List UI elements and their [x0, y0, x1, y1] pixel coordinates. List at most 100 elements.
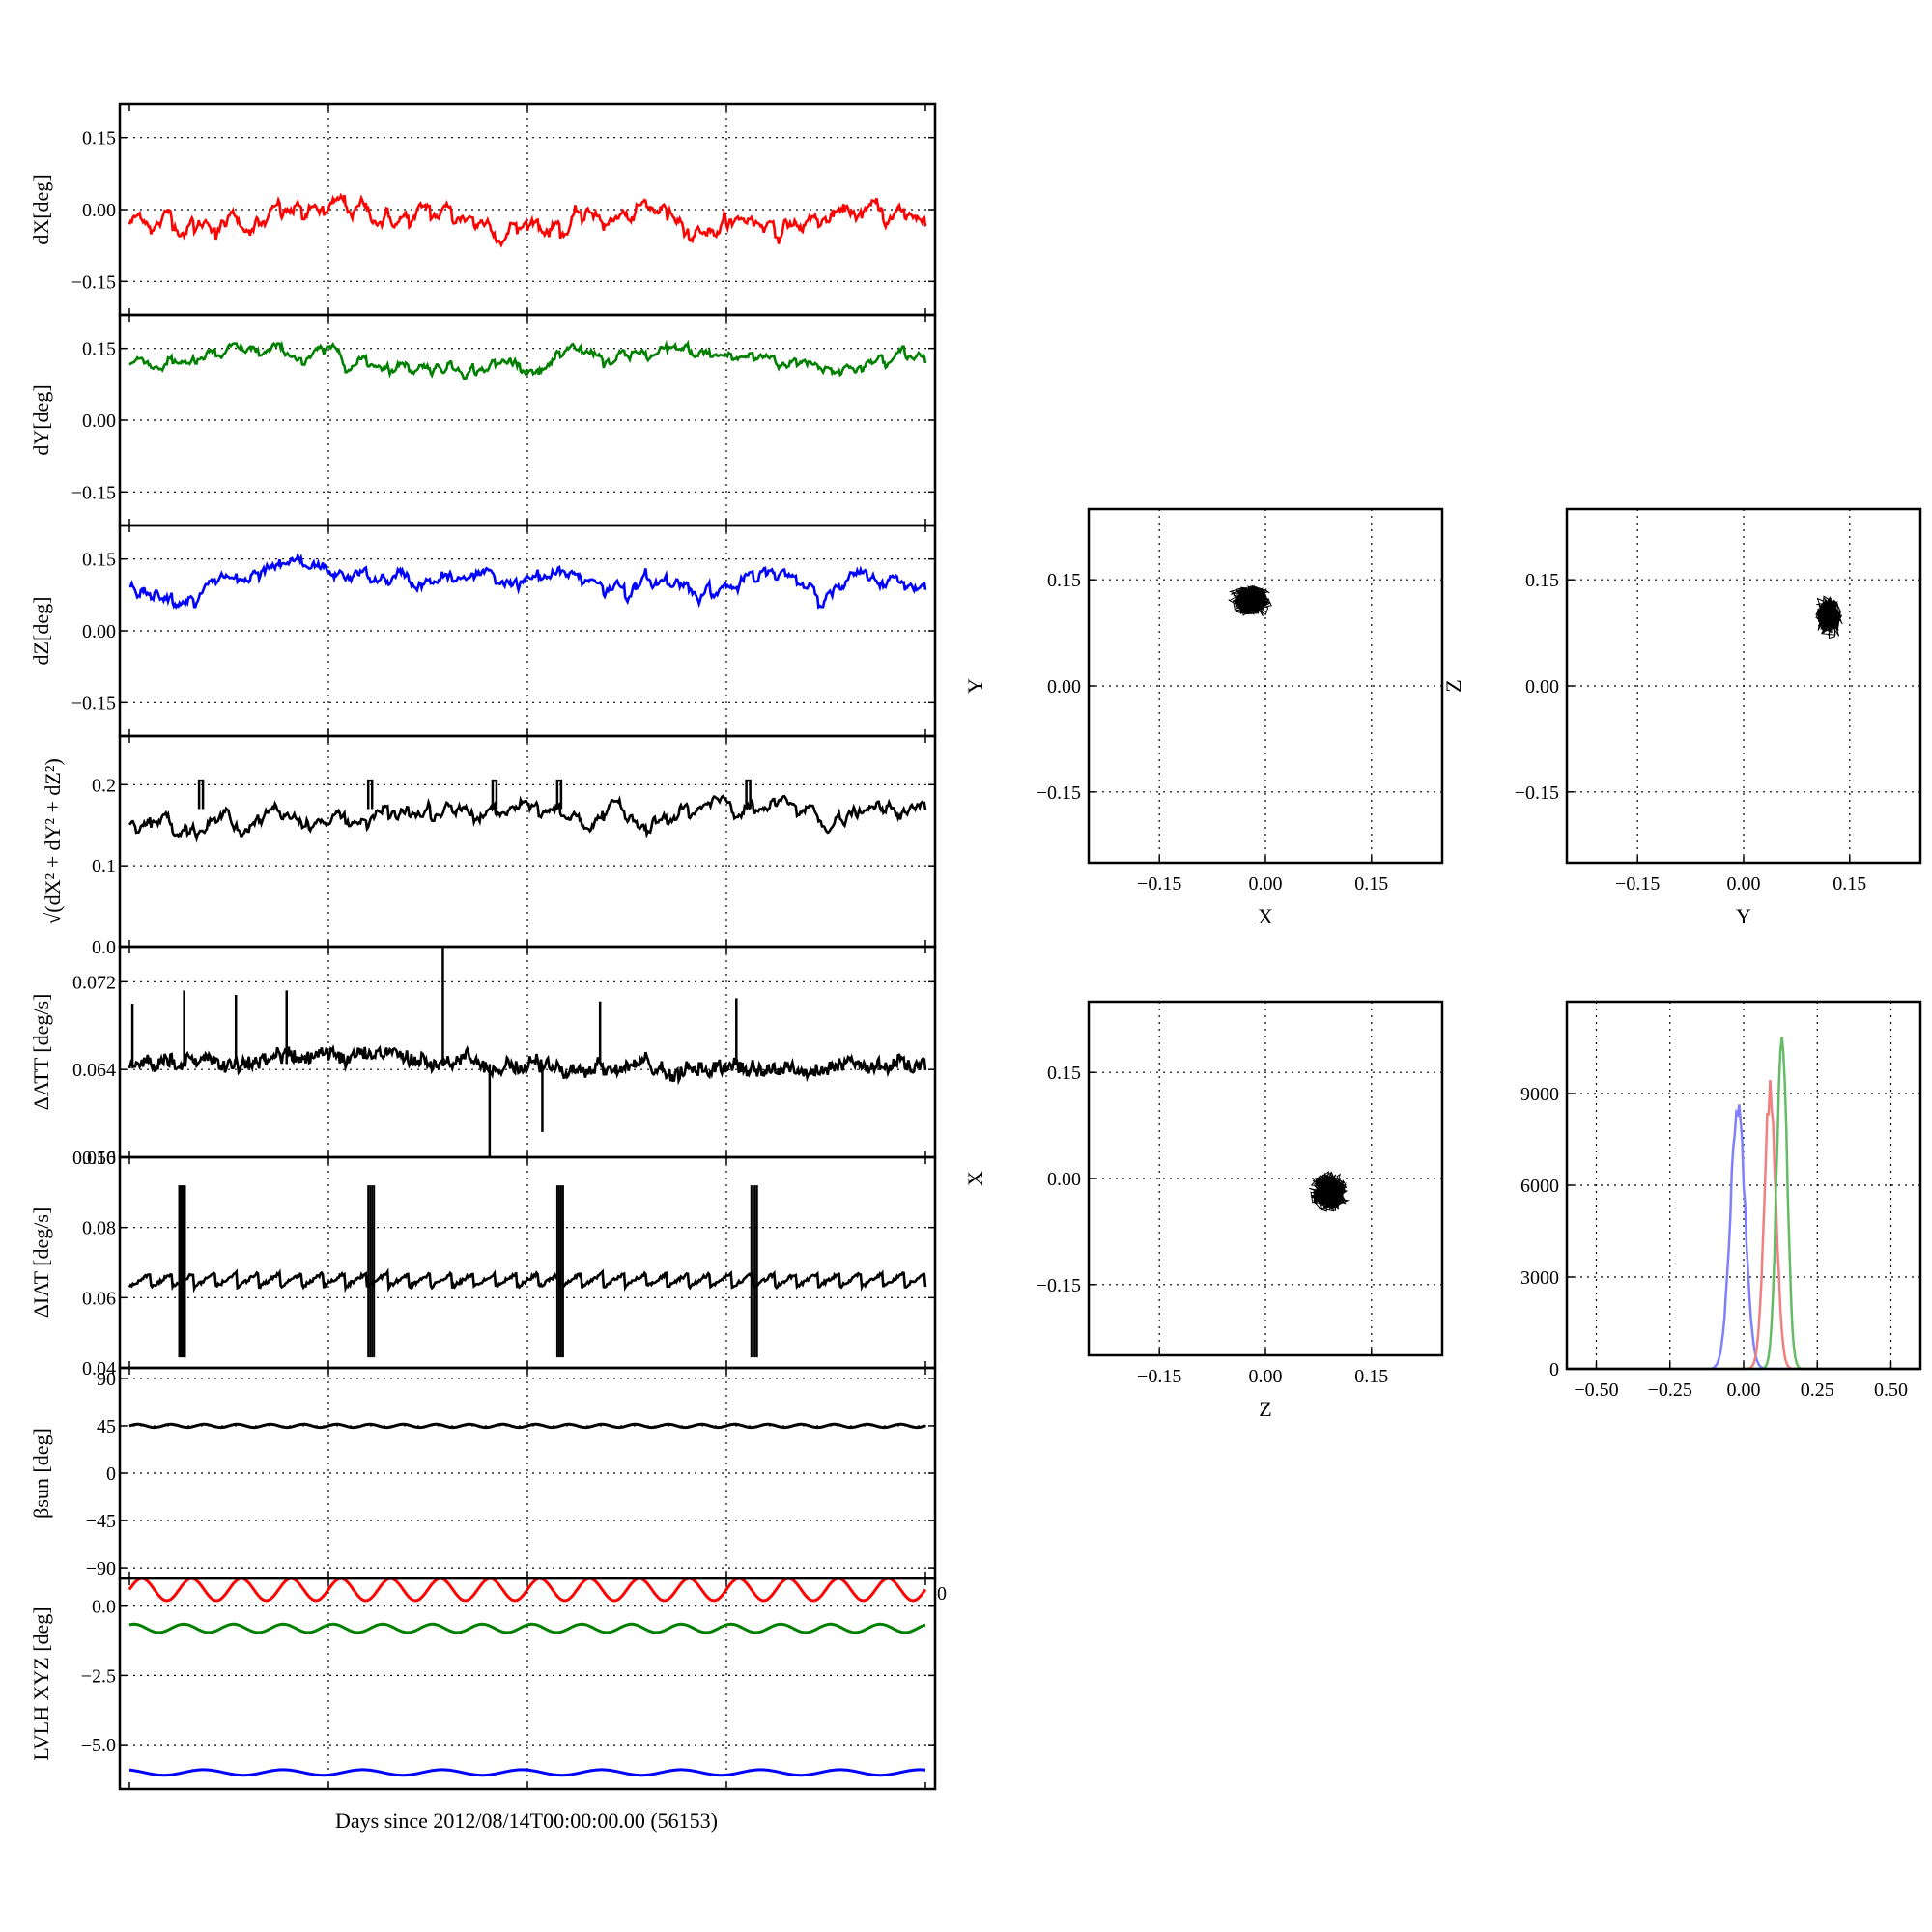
- y-tick-label: 3000: [1520, 1267, 1559, 1289]
- x-tick-label: 0: [937, 1583, 947, 1605]
- panel-frame-yz: [1565, 507, 1922, 865]
- y-tick-label: 0.15: [82, 550, 116, 571]
- y-tick-label: −0.15: [71, 693, 116, 714]
- y-axis-label-dy: dY[deg]: [29, 384, 53, 455]
- x-tick-label: −0.50: [1574, 1379, 1618, 1401]
- x-tick-label: 0.00: [1727, 873, 1761, 895]
- y-tick-label: 0.15: [1047, 570, 1081, 591]
- y-tick-label: −0.15: [1515, 782, 1559, 804]
- y-tick-label: −0.15: [71, 271, 116, 293]
- x-tick-label: −0.15: [1615, 873, 1660, 895]
- spike: [491, 779, 498, 810]
- panel-frame-dtot: [118, 734, 937, 949]
- x-tick-label: 0.00: [1249, 873, 1283, 895]
- y-tick-label: 0.04: [82, 1358, 116, 1379]
- series-line-datt: [128, 1043, 927, 1086]
- histogram-step-2: [1567, 1037, 1920, 1371]
- x-tick-label: 0.15: [1354, 1366, 1388, 1387]
- x-tick-label: 0.00: [1249, 1366, 1283, 1387]
- panel-frame-hist: [1565, 1000, 1922, 1371]
- histogram-step-1: [1567, 1079, 1920, 1371]
- x-tick-label: 0.00: [1727, 1379, 1761, 1401]
- y-tick-label: 0.00: [82, 411, 116, 432]
- panel-frame-datt: [118, 945, 937, 1159]
- series-line-dy: [128, 339, 927, 381]
- y-tick-label: 45: [97, 1416, 116, 1437]
- y-tick-label: −5.0: [81, 1735, 116, 1756]
- y-tick-label: 0.15: [1525, 570, 1559, 591]
- x-axis-label-xy: X: [1258, 904, 1273, 928]
- y-tick-label: 0.072: [72, 972, 116, 993]
- y-axis-label-dtot: √(dX² + dY² + dZ²): [41, 758, 65, 924]
- y-axis-label-datt: ΔATT [deg/s]: [29, 994, 53, 1111]
- y-tick-label: 0.0: [92, 1597, 116, 1618]
- x-tick-label: −0.25: [1648, 1379, 1692, 1401]
- y-tick-label: 0.2: [92, 775, 116, 796]
- y-tick-label: −0.15: [1037, 782, 1081, 804]
- spike: [197, 779, 205, 810]
- y-tick-label: −45: [86, 1511, 116, 1532]
- y-tick-label: 0.00: [1525, 676, 1559, 697]
- series-line-lvlh: [128, 1622, 926, 1634]
- data-layer: [128, 192, 1920, 1777]
- text-layer: 0.150.00−0.15dX[deg]0.150.00−0.15dY[deg]…: [29, 128, 1908, 1761]
- y-tick-label: 0.00: [82, 621, 116, 642]
- y-axis-label-lvlh: LVLH XYZ [deg]: [29, 1606, 53, 1760]
- y-axis-label-dx: dX[deg]: [29, 174, 53, 244]
- x-tick-label: 0.15: [1833, 873, 1866, 895]
- y-tick-label: 0.00: [1047, 676, 1081, 697]
- series-line-lvlh: [128, 1577, 927, 1603]
- y-tick-label: 0.08: [82, 1218, 116, 1239]
- y-axis-label-xy: Y: [963, 678, 987, 694]
- series-line-lvlh: [128, 1768, 926, 1777]
- y-tick-label: 0.00: [82, 200, 116, 221]
- x-tick-label: −0.15: [1137, 873, 1181, 895]
- scatter-cloud-xy: [1228, 584, 1272, 617]
- x-axis-label-zx: Z: [1259, 1397, 1271, 1421]
- x-tick-label: 0.15: [1354, 873, 1388, 895]
- y-tick-label: −90: [86, 1558, 116, 1579]
- y-tick-label: 0.0: [92, 937, 116, 958]
- y-tick-label: 0.056: [72, 1148, 116, 1169]
- y-tick-label: 0: [106, 1463, 116, 1485]
- y-tick-label: 6000: [1520, 1176, 1559, 1197]
- y-tick-label: 0.15: [82, 339, 116, 360]
- y-axis-label-zx: X: [963, 1171, 987, 1186]
- y-tick-label: 90: [97, 1369, 116, 1390]
- y-tick-label: −0.15: [71, 482, 116, 503]
- y-axis-label-diat: ΔIAT [deg/s]: [29, 1208, 53, 1319]
- scatter-cloud-zx: [1309, 1170, 1350, 1212]
- spike: [745, 779, 752, 810]
- x-tick-label: −0.15: [1137, 1366, 1181, 1387]
- y-tick-label: 0.06: [82, 1288, 116, 1309]
- figure-x-axis-label: Days since 2012/08/14T00:00:00.00 (56153…: [335, 1808, 718, 1833]
- y-tick-label: −2.5: [81, 1665, 116, 1687]
- y-axis-label-yz: Z: [1441, 679, 1465, 692]
- panel-frame-lvlh: [118, 1577, 937, 1791]
- y-tick-label: 0.15: [82, 128, 116, 150]
- y-tick-label: 0.1: [92, 856, 116, 877]
- y-tick-label: 0.15: [1047, 1063, 1081, 1084]
- y-tick-label: 0.10: [82, 1148, 116, 1169]
- y-tick-label: −0.15: [1037, 1275, 1081, 1296]
- scatter-cloud-yz: [1815, 595, 1843, 639]
- x-tick-label: 0.50: [1874, 1379, 1908, 1401]
- panel-frame-diat: [118, 1155, 937, 1370]
- spike: [366, 779, 374, 810]
- series-line-dz: [128, 552, 927, 610]
- panel-frame-xy: [1087, 507, 1444, 865]
- series-line-dx: [128, 192, 927, 248]
- y-tick-label: 0.064: [72, 1060, 116, 1081]
- y-tick-label: 0.00: [1047, 1169, 1081, 1190]
- panel-frame-zx: [1087, 1000, 1444, 1357]
- series-line-beta: [128, 1422, 926, 1430]
- y-axis-label-beta: βsun [deg]: [29, 1428, 53, 1519]
- x-tick-label: 0.25: [1801, 1379, 1834, 1401]
- y-tick-label: 0: [1549, 1359, 1559, 1380]
- x-axis-label-yz: Y: [1736, 904, 1751, 928]
- frame-layer: [118, 102, 1922, 1791]
- y-axis-label-dz: dZ[deg]: [29, 597, 53, 666]
- series-line-diat: [128, 1267, 927, 1293]
- series-line-dtot: [128, 794, 927, 843]
